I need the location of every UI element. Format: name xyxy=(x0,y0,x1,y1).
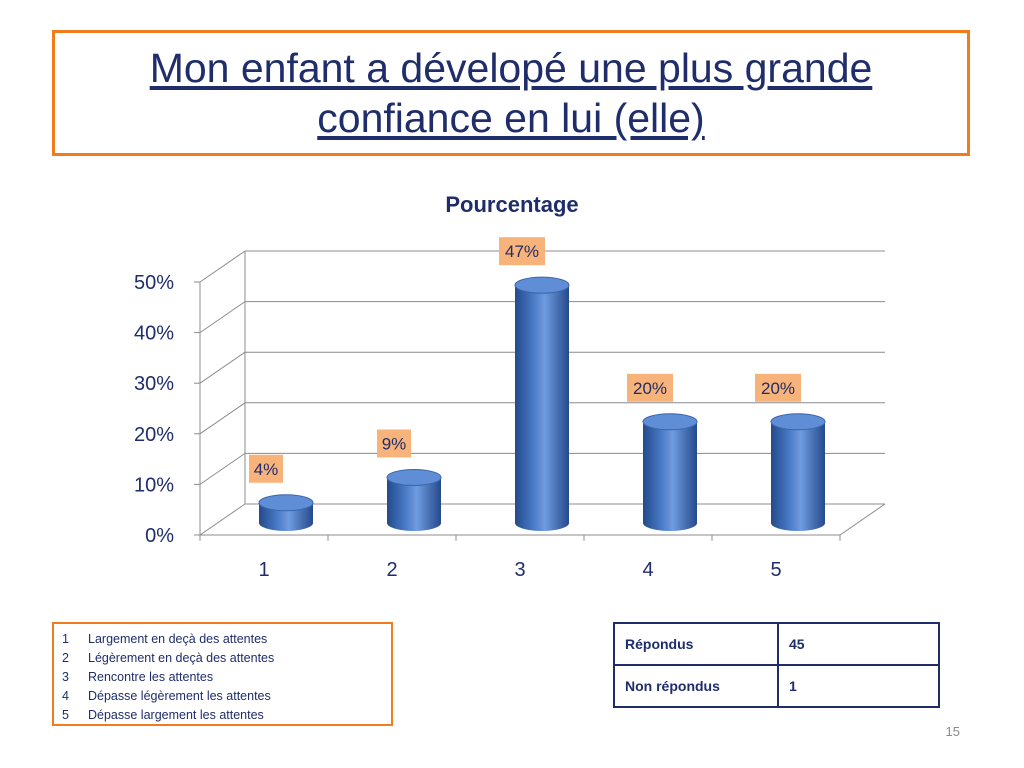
legend-text: Rencontre les attentes xyxy=(88,670,214,684)
legend-item: 5 Dépasse largement les attentes xyxy=(62,706,383,725)
legend-text: Largement en deçà des attentes xyxy=(88,632,268,646)
legend-number: 1 xyxy=(62,632,69,646)
table-row: Répondus 45 xyxy=(613,622,940,666)
legend-item: 3 Rencontre les attentes xyxy=(62,668,383,687)
data-label: 20% xyxy=(633,379,667,398)
bar-top xyxy=(642,413,698,431)
legend-number: 5 xyxy=(62,708,69,722)
bar-top xyxy=(258,494,314,512)
x-tick-label: 5 xyxy=(770,559,781,581)
y-tick-label: 50% xyxy=(134,272,174,294)
page-number: 15 xyxy=(945,724,960,739)
bar-top xyxy=(770,413,826,431)
data-label: 9% xyxy=(382,434,407,453)
y-tick-label: 10% xyxy=(134,474,174,496)
data-label-box xyxy=(499,237,545,266)
y-tick-label: 20% xyxy=(134,424,174,446)
title-box: Mon enfant a dévelopé une plus grande co… xyxy=(52,30,970,156)
legend-text: Dépasse largement les attentes xyxy=(88,708,264,722)
data-label-box xyxy=(755,373,801,402)
stats-value: 1 xyxy=(777,664,940,708)
y-tick-label: 30% xyxy=(134,373,174,395)
legend-text: Légèrement en deçà des attentes xyxy=(88,651,275,665)
side-gridline xyxy=(199,250,246,283)
legend-item: 4 Dépasse légèrement les attentes xyxy=(62,687,383,706)
data-label: 47% xyxy=(505,242,539,261)
side-gridline xyxy=(199,402,246,435)
bar xyxy=(771,421,825,531)
bar xyxy=(387,477,441,531)
data-label-box xyxy=(627,373,673,402)
legend-number: 2 xyxy=(62,651,69,665)
stats-label: Non répondus xyxy=(613,664,779,708)
bar-chart: Pourcentage 0% 10% 20% 30% 40% 50% 1 4% 2 9% 3 47% 4 2… xyxy=(134,192,886,581)
side-gridline xyxy=(199,503,246,536)
data-label-box xyxy=(377,429,411,458)
table-row: Non répondus 1 xyxy=(613,664,940,708)
chart-title: Pourcentage xyxy=(445,192,578,217)
stats-label: Répondus xyxy=(613,622,779,666)
side-gridline xyxy=(199,351,246,384)
legend-item: 1 Largement en deçà des attentes xyxy=(62,630,383,649)
legend-item: 2 Légèrement en deçà des attentes xyxy=(62,649,383,668)
data-label: 20% xyxy=(761,379,795,398)
bar-top xyxy=(514,276,570,294)
stats-value: 45 xyxy=(777,622,940,666)
x-tick-label: 4 xyxy=(642,559,653,581)
slide-title: Mon enfant a dévelopé une plus grande co… xyxy=(149,45,873,141)
x-tick-label: 2 xyxy=(386,559,397,581)
legend-box: 1 Largement en deçà des attentes 2 Légèr… xyxy=(52,622,393,726)
legend-number: 4 xyxy=(62,689,69,703)
floor-edge xyxy=(839,503,886,536)
data-label: 4% xyxy=(254,460,279,479)
y-tick-label: 0% xyxy=(145,525,174,547)
bar xyxy=(643,421,697,531)
x-tick-label: 3 xyxy=(514,559,525,581)
data-label-box xyxy=(249,454,283,483)
legend-number: 3 xyxy=(62,670,69,684)
x-tick-label: 1 xyxy=(258,559,269,581)
bar xyxy=(515,285,569,531)
side-gridline xyxy=(199,301,246,334)
y-tick-label: 40% xyxy=(134,323,174,345)
legend-text: Dépasse légèrement les attentes xyxy=(88,689,271,703)
bar-top xyxy=(386,468,442,486)
side-gridline xyxy=(199,452,246,485)
stats-table: Répondus 45 Non répondus 1 xyxy=(613,622,940,708)
